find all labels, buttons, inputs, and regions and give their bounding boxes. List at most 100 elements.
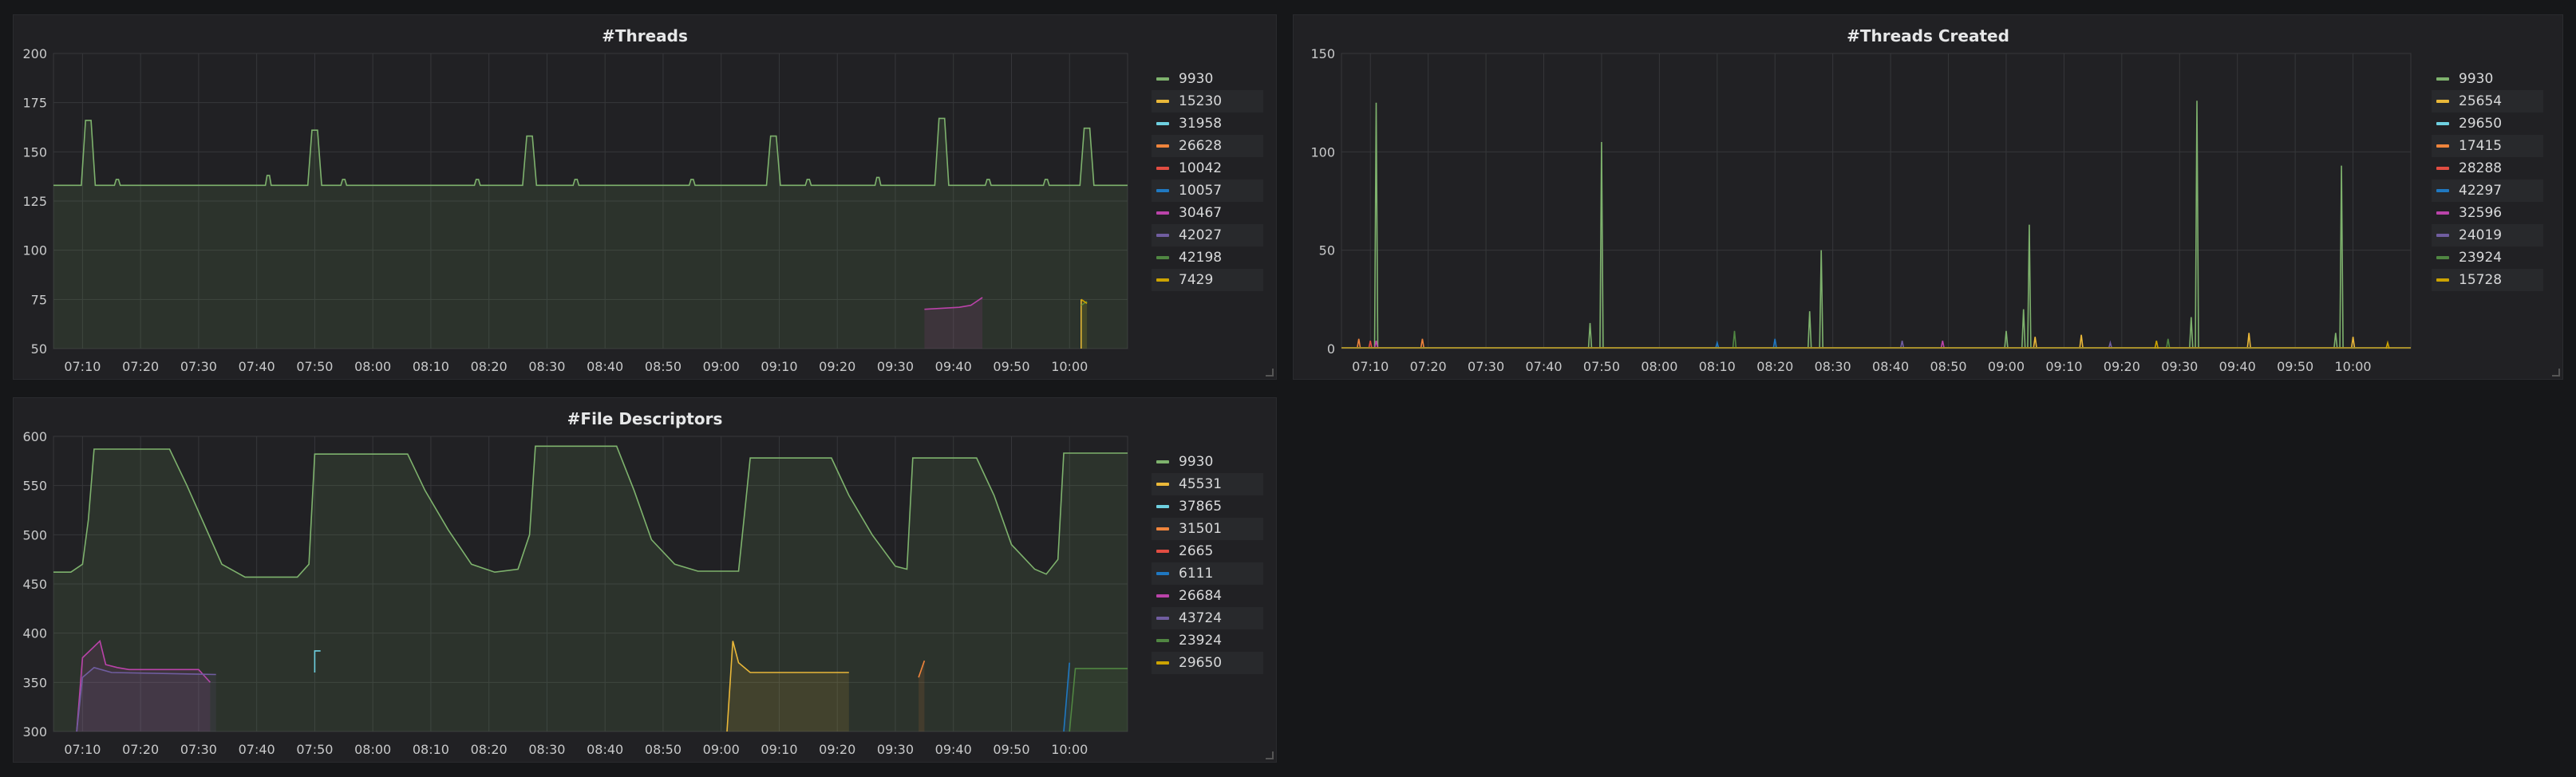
legend-swatch bbox=[1156, 100, 1169, 103]
x-tick-label: 07:20 bbox=[122, 742, 159, 757]
series-spike-32596 bbox=[1940, 340, 1946, 349]
legend-item[interactable]: 32596 bbox=[2432, 202, 2543, 224]
legend-item[interactable]: 10042 bbox=[1152, 157, 1263, 179]
x-tick-label: 09:00 bbox=[703, 742, 740, 757]
legend-label: 28288 bbox=[2459, 160, 2503, 176]
legend-item[interactable]: 24019 bbox=[2432, 224, 2543, 247]
legend-item[interactable]: 2665 bbox=[1152, 540, 1263, 562]
x-tick-label: 07:10 bbox=[64, 359, 101, 374]
series-spike-9930 bbox=[1373, 102, 1379, 349]
legend-label: 31958 bbox=[1179, 116, 1223, 132]
legend-label: 37865 bbox=[1179, 499, 1223, 515]
legend-item[interactable]: 31958 bbox=[1152, 112, 1263, 135]
legend-swatch bbox=[1156, 639, 1169, 642]
legend-swatch bbox=[1156, 661, 1169, 665]
legend-item[interactable]: 9930 bbox=[1152, 451, 1263, 473]
legend-label: 10042 bbox=[1179, 160, 1223, 176]
legend-label: 25654 bbox=[2459, 93, 2503, 109]
legend-label: 7429 bbox=[1179, 272, 1214, 288]
series-spike-24019 bbox=[1899, 340, 1905, 349]
series-line-9930 bbox=[53, 117, 1128, 187]
legend-item[interactable]: 6111 bbox=[1152, 562, 1263, 585]
series-line-23924 bbox=[1069, 668, 1128, 732]
legend-item[interactable]: 26628 bbox=[1152, 135, 1263, 157]
series-line-43724 bbox=[76, 666, 216, 732]
legend-item[interactable]: 23924 bbox=[2432, 247, 2543, 269]
x-tick-label: 07:20 bbox=[1410, 359, 1447, 374]
legend-label: 29650 bbox=[2459, 116, 2503, 132]
series-spike-25654 bbox=[2079, 334, 2084, 349]
y-tick-label: 175 bbox=[22, 96, 47, 111]
series-spike-9930 bbox=[2004, 330, 2009, 349]
x-tick-label: 08:00 bbox=[1641, 359, 1677, 374]
legend-item[interactable]: 31501 bbox=[1152, 518, 1263, 540]
series-spike-9930 bbox=[1599, 141, 1604, 349]
legend-item[interactable]: 17415 bbox=[2432, 135, 2543, 157]
resize-handle[interactable] bbox=[1266, 369, 1274, 377]
series-spike-15728 bbox=[2154, 340, 2159, 349]
x-tick-label: 08:30 bbox=[1815, 359, 1851, 374]
resize-handle[interactable] bbox=[1266, 751, 1274, 759]
legend-swatch bbox=[1156, 234, 1169, 237]
x-tick-label: 09:40 bbox=[2219, 359, 2256, 374]
legend-label: 9930 bbox=[1179, 71, 1214, 87]
legend-item[interactable]: 15230 bbox=[1152, 90, 1263, 112]
legend-swatch bbox=[1156, 77, 1169, 81]
legend-item[interactable]: 15728 bbox=[2432, 269, 2543, 291]
legend-item[interactable]: 42027 bbox=[1152, 224, 1263, 247]
x-tick-label: 07:40 bbox=[1525, 359, 1562, 374]
x-tick-label: 10:00 bbox=[1051, 742, 1088, 757]
series-spike-23924 bbox=[1732, 330, 1737, 349]
legend-item[interactable]: 42198 bbox=[1152, 247, 1263, 269]
panel-title: #Threads Created bbox=[1847, 26, 2009, 45]
legend-swatch bbox=[1156, 122, 1169, 125]
x-tick-label: 10:00 bbox=[2335, 359, 2372, 374]
y-tick-label: 75 bbox=[31, 292, 47, 307]
legend-item[interactable]: 23924 bbox=[1152, 629, 1263, 652]
x-tick-label: 07:20 bbox=[122, 359, 159, 374]
legend-swatch bbox=[1156, 256, 1169, 259]
legend-item[interactable]: 30467 bbox=[1152, 202, 1263, 224]
series-spike-9930 bbox=[2021, 309, 2026, 349]
legend-item[interactable]: 42297 bbox=[2432, 179, 2543, 202]
legend-label: 30467 bbox=[1179, 205, 1223, 221]
legend-swatch bbox=[2436, 100, 2449, 103]
legend-item[interactable]: 37865 bbox=[1152, 495, 1263, 518]
legend-swatch bbox=[2436, 278, 2449, 282]
legend-swatch bbox=[1156, 483, 1169, 486]
legend-item[interactable]: 45531 bbox=[1152, 473, 1263, 495]
legend-label: 15728 bbox=[2459, 272, 2503, 288]
resize-handle[interactable] bbox=[2552, 369, 2560, 377]
series-line-6111 bbox=[1063, 662, 1070, 732]
legend-item[interactable]: 7429 bbox=[1152, 269, 1263, 291]
plot-area bbox=[1341, 53, 2412, 349]
x-tick-label: 08:50 bbox=[645, 742, 682, 757]
series-area-9930 bbox=[53, 446, 1128, 732]
series-spike-9930 bbox=[1587, 322, 1593, 349]
threads-created-panel: #Threads Created 0 50 100 150 07:10 07:20 07:3… bbox=[1293, 14, 2563, 380]
legend-item[interactable]: 29650 bbox=[1152, 652, 1263, 674]
legend-item[interactable]: 25654 bbox=[2432, 90, 2543, 112]
legend-item[interactable]: 28288 bbox=[2432, 157, 2543, 179]
legend-item[interactable]: 9930 bbox=[1152, 68, 1263, 90]
legend-item[interactable]: 43724 bbox=[1152, 607, 1263, 629]
series-area-43724 bbox=[77, 667, 216, 732]
threads-panel: #Threads 50 75 100 125 150 175 200 07:10 07:20 07… bbox=[13, 14, 1277, 380]
legend-label: 42198 bbox=[1179, 250, 1223, 266]
threads-created-chart: 0 50 100 150 07:10 07:20 07:30 07:40 07:50 08:00 0… bbox=[1310, 46, 2412, 374]
series-spike-15728 bbox=[2385, 340, 2390, 349]
threads-legend: 9930 15230 31958 26628 10042 10057 30467 42027 4… bbox=[1152, 68, 1263, 291]
legend-item[interactable]: 29650 bbox=[2432, 112, 2543, 135]
legend-item[interactable]: 26684 bbox=[1152, 585, 1263, 607]
legend-label: 9930 bbox=[2459, 71, 2494, 87]
legend-item[interactable]: 10057 bbox=[1152, 179, 1263, 202]
legend-item[interactable]: 9930 bbox=[2432, 68, 2543, 90]
x-tick-label: 08:50 bbox=[645, 359, 682, 374]
legend-swatch bbox=[1156, 189, 1169, 192]
x-tick-label: 08:10 bbox=[413, 359, 449, 374]
legend-swatch bbox=[1156, 527, 1169, 530]
series-spike-32596 bbox=[1373, 340, 1379, 349]
x-tick-label: 08:20 bbox=[1756, 359, 1793, 374]
x-tick-label: 08:40 bbox=[1872, 359, 1909, 374]
legend-label: 17415 bbox=[2459, 138, 2503, 154]
